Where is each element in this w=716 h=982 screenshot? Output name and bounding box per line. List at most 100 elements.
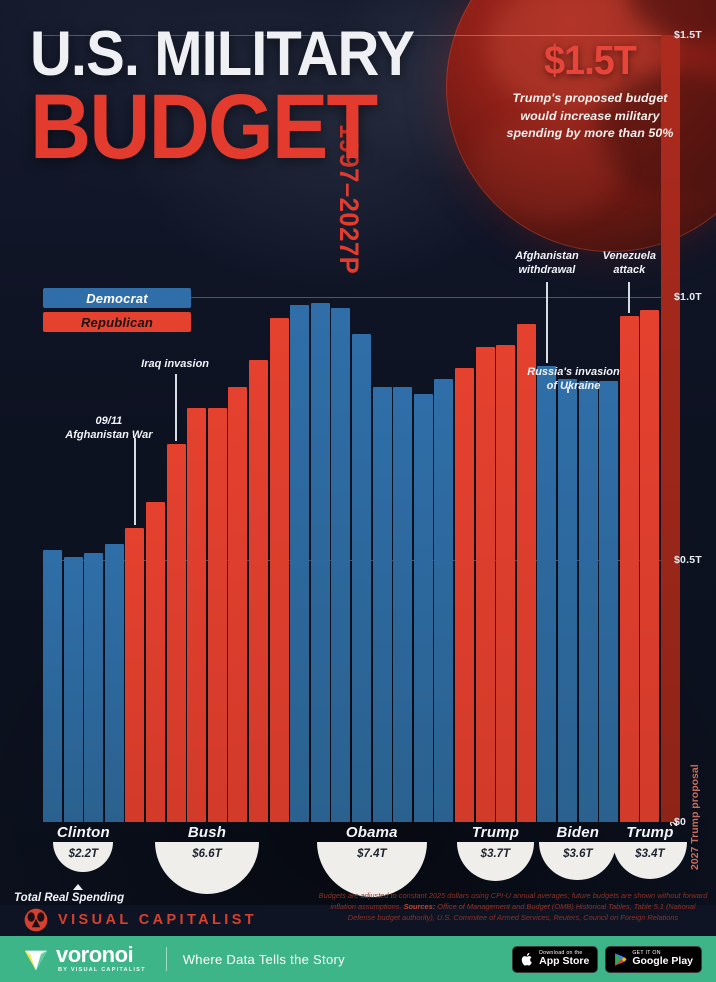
apple-icon — [521, 952, 532, 966]
annotation-label-1: 09/11 Afghanistan War — [65, 415, 153, 441]
y-axis-tick-$0: $0 — [674, 816, 687, 828]
bar-2025: 2025 — [619, 315, 660, 822]
bar-2010: 2010 — [310, 302, 351, 822]
voronoi-subtitle: BY VISUAL CAPITALIST — [58, 967, 146, 974]
bar-2026P: 2026P — [640, 310, 680, 826]
footnote-sources-label: Sources: — [403, 902, 436, 912]
visual-capitalist-wordmark: VISUAL CAPITALIST — [58, 912, 258, 928]
google-play-big-text: Google Play — [632, 955, 693, 968]
app-store-badges: Download on the App Store GET IT ON Goog… — [512, 945, 702, 973]
visual-capitalist-logo: VISUAL CAPITALIST — [24, 908, 257, 932]
title-line-1: U.S. MILITARY — [30, 19, 415, 89]
y-axis-tick-$0.5T: $0.5T — [674, 553, 702, 566]
footnote-line-1: Budgets are adjusted to constant 2025 do… — [318, 891, 681, 900]
annotation-4: Russia's invasion of Ukraine — [524, 366, 624, 394]
callout-value: $1.5T — [544, 37, 637, 83]
bar-2027: 2027 Trump proposal — [661, 35, 701, 870]
annotation-stem-3 — [545, 282, 548, 363]
app-store-small-text: Download on the — [539, 949, 583, 956]
bar-2006: 2006 — [228, 386, 268, 822]
legend-item-republican: Republican — [43, 312, 191, 332]
bar-2020: 2020 — [516, 323, 557, 822]
google-play-icon — [615, 952, 627, 966]
annotation-label-5: Venezuela attack — [602, 250, 656, 276]
total-note: Total Real Spending — [14, 892, 125, 904]
page-title: U.S. MILITARY BUDGET — [30, 19, 450, 178]
president-total-semicircle: $2.2T — [53, 842, 114, 872]
legend-item-democrat: Democrat — [43, 288, 191, 308]
president-total-value: $3.6T — [563, 848, 593, 860]
bar-2015: 2015 — [413, 394, 454, 822]
bar-2023: 2023 — [578, 381, 619, 822]
president-totals-row: Total Real Spending Clinton $2.2T Bush $6.6… — [0, 824, 716, 904]
president-name: Trump — [626, 824, 674, 841]
bar-2002: 2002 — [146, 501, 186, 822]
google-play-button[interactable]: GET IT ON Google Play — [605, 945, 702, 973]
bar-2005: 2005 — [207, 407, 248, 822]
legend: Democrat Republican — [43, 288, 191, 336]
visual-capitalist-mark-icon — [24, 908, 48, 932]
bar-2018: 2018 — [475, 347, 516, 822]
y-axis-tick-$1.0T: $1.0T — [674, 291, 702, 304]
bar-2001: 2001 — [125, 528, 165, 822]
annotation-label-4: Russia's invasion of Ukraine — [527, 366, 620, 392]
bar-2013: 2013 — [372, 386, 413, 822]
president-total-semicircle: $7.4T — [316, 842, 427, 897]
bar-chart: 1997199819992000200120022003200420052006… — [43, 22, 702, 870]
president-group-bush-2001-2008: Bush $6.6T — [137, 824, 277, 894]
bar-2021: 2021 — [537, 365, 577, 822]
annotation-stem-5 — [628, 282, 631, 313]
bar-2014: 2014 — [393, 386, 433, 822]
bar-2000: 2000 — [104, 543, 145, 822]
annotation-label-2: Iraq invasion — [141, 358, 210, 370]
president-name: Trump — [471, 824, 520, 841]
footnote-line-2a: forward inflation assumptions. — [330, 891, 708, 912]
proposal-callout: $1.5T Trump's proposed budget would incr… — [504, 40, 676, 143]
title-line-2: BUDGET — [30, 75, 378, 178]
president-total-value: $3.7T — [480, 848, 511, 860]
president-name: Biden — [556, 824, 600, 841]
bar-2019: 2019 — [496, 344, 536, 822]
y-axis-tick-$1.5T: $1.5T — [674, 29, 702, 41]
voronoi-wordmark: voronoi — [56, 942, 134, 968]
gridline-$1.0T — [43, 297, 668, 299]
annotation-stem-1 — [133, 438, 136, 526]
president-total-value: $6.6T — [192, 848, 222, 860]
president-name: Bush — [187, 824, 227, 841]
president-total-value: $7.4T — [357, 848, 387, 860]
callout-text: Trump's proposed budget would increase m… — [506, 91, 674, 141]
app-store-button[interactable]: Download on the App Store — [512, 945, 599, 973]
president-total-value: $3.4T — [635, 848, 665, 860]
bar-1998: 1998 — [63, 557, 104, 822]
bar-2011: 2011 — [331, 307, 371, 822]
bar-2009: 2009 — [290, 305, 330, 822]
bar-2017: 2017 — [455, 368, 495, 822]
app-store-big-text: App Store — [539, 955, 590, 968]
footnote-line-2c: Office of Management and Budget (OMB) Hi… — [435, 902, 664, 912]
annotation-label-3: Afghanistan withdrawal — [515, 250, 579, 276]
president-total-value: $2.2T — [68, 848, 99, 860]
bars-container: 1997199819992000200120022003200420052006… — [43, 22, 701, 870]
annotation-3: Afghanistan withdrawal — [502, 250, 592, 278]
footer-bar: voronoi BY VISUAL CAPITALIST Where Data … — [0, 936, 716, 982]
bar-1999: 1999 — [84, 553, 124, 822]
annotation-1: 09/11 Afghanistan War — [54, 415, 164, 443]
president-group-biden-2021-2024: Biden $3.6T — [508, 824, 648, 881]
bar-2024: 2024 — [599, 381, 639, 822]
president-total-semicircle: $3.4T — [612, 842, 688, 880]
bar-2012: 2012 — [352, 334, 392, 822]
bar-2016: 2016 — [434, 378, 474, 822]
president-group-trump-2025-2027: Trump $3.4T — [580, 824, 716, 880]
footnote-line-3: (National Defense budget authority), U.S… — [347, 902, 696, 923]
voronoi-logo[interactable]: voronoi BY VISUAL CAPITALIST — [22, 944, 146, 974]
annotation-2: Iraq invasion — [127, 358, 223, 372]
bar-1997: 1997 — [43, 550, 83, 822]
annotation-5: Venezuela attack — [592, 250, 666, 278]
president-name: Obama — [345, 824, 398, 841]
bar-2004: 2004 — [187, 407, 227, 822]
gridline-$1.5T — [43, 35, 668, 36]
title-year-range: 1997–2027P — [334, 123, 364, 275]
voronoi-mark-icon — [24, 950, 48, 971]
annotation-stem-4 — [566, 386, 569, 393]
